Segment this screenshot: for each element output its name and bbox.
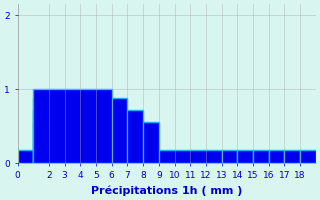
Bar — [33, 89, 112, 163]
Bar — [237, 150, 253, 163]
X-axis label: Précipitations 1h ( mm ): Précipitations 1h ( mm ) — [91, 185, 242, 196]
Bar — [33, 122, 159, 163]
Bar — [33, 110, 143, 163]
Bar — [269, 150, 284, 163]
Bar — [253, 150, 269, 163]
Bar — [33, 98, 127, 163]
Bar — [300, 150, 316, 163]
Bar — [18, 150, 222, 163]
Bar — [222, 150, 237, 163]
Bar — [284, 150, 300, 163]
